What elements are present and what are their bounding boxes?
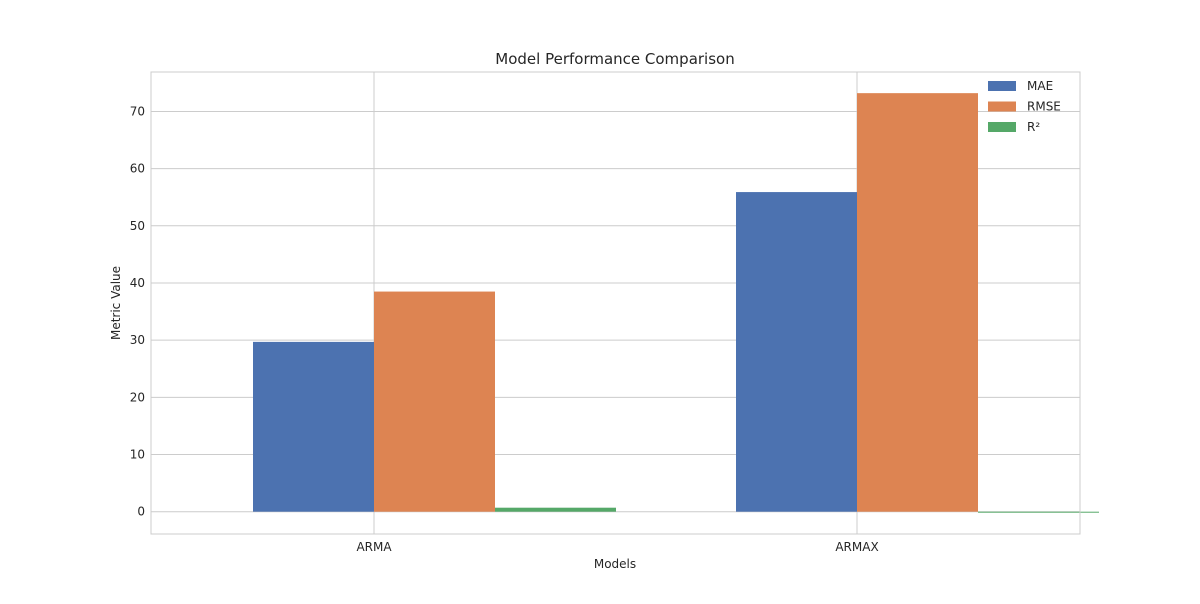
y-tick-label: 50: [130, 219, 145, 233]
legend-swatch: [988, 81, 1016, 91]
x-tick-label: ARMA: [356, 540, 392, 554]
legend-swatch: [988, 122, 1016, 132]
y-tick-label: 20: [130, 390, 145, 404]
chart-title: Model Performance Comparison: [495, 50, 734, 68]
bar-rmse-arma: [374, 291, 495, 512]
legend-entry: R²: [1027, 120, 1040, 134]
y-tick-label: 60: [130, 162, 145, 176]
y-axis-label: Metric Value: [109, 266, 123, 340]
x-axis-label: Models: [594, 557, 636, 571]
bar-mae-arma: [253, 341, 374, 512]
plot-area: [150, 71, 1099, 535]
y-tick-label: 0: [137, 505, 145, 519]
bar-r-arma: [495, 507, 616, 512]
y-tick-label: 30: [130, 333, 145, 347]
x-axis-ticks: ARMA ARMAX: [356, 540, 878, 554]
bar-mae-armax: [736, 192, 857, 512]
legend-entry: MAE: [1027, 79, 1053, 93]
bars: [253, 93, 1099, 513]
bar-rmse-armax: [857, 93, 978, 512]
y-tick-label: 40: [130, 276, 145, 290]
legend: MAE RMSE R²: [988, 79, 1061, 134]
y-tick-label: 10: [130, 448, 145, 462]
plot-frame: [150, 71, 1081, 535]
y-axis-ticks: 0 10 20 30 40 50 60 70: [130, 104, 145, 518]
legend-swatch: [988, 101, 1016, 112]
legend-entry: RMSE: [1027, 100, 1061, 114]
y-tick-label: 70: [130, 104, 145, 118]
bar-r-armax: [978, 511, 1099, 513]
x-tick-label: ARMAX: [835, 540, 878, 554]
